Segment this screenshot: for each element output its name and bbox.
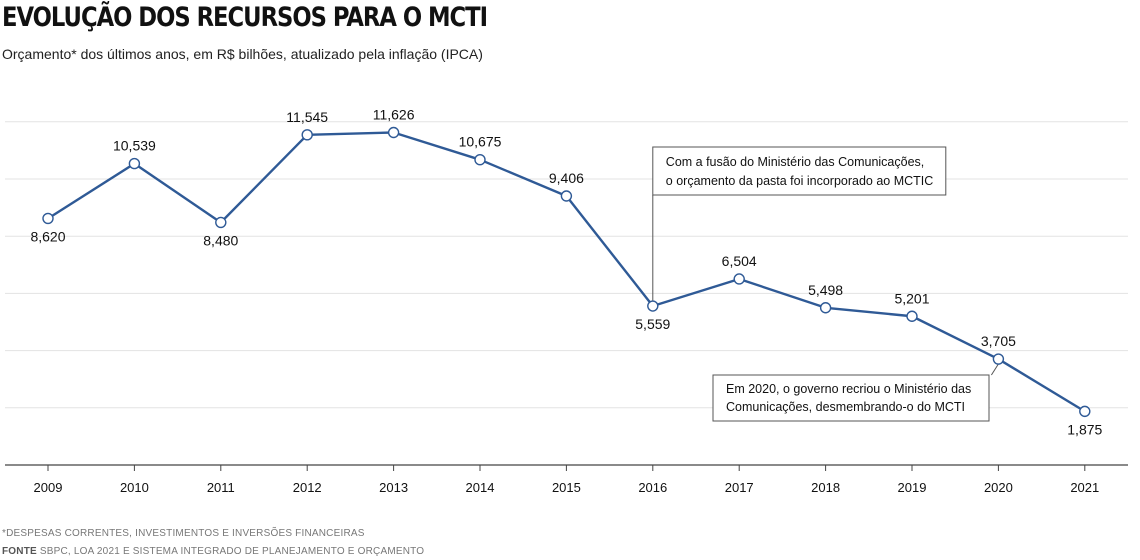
source-text: SBPC, LOA 2021 E SISTEMA INTEGRADO DE PL… — [39, 546, 425, 557]
source-line: FONTE SBPC, LOA 2021 E SISTEMA INTEGRADO … — [2, 546, 424, 557]
data-label: 10,675 — [459, 134, 502, 150]
source-label: FONTE — [2, 546, 37, 557]
x-tick-label: 2010 — [120, 480, 149, 495]
annotation-text: Em 2020, o governo recriou o Ministério … — [726, 382, 971, 396]
data-point — [301, 129, 313, 141]
data-label: 5,201 — [894, 290, 929, 306]
x-tick-label: 2012 — [293, 480, 322, 495]
annotation-leader — [990, 363, 999, 376]
data-point — [387, 126, 400, 139]
data-label: 11,626 — [373, 106, 415, 122]
x-tick-label: 2009 — [34, 480, 63, 495]
annotation-box — [712, 374, 990, 422]
x-tick-label: 2017 — [725, 480, 754, 495]
data-label: 1,875 — [1067, 421, 1102, 437]
data-point — [733, 273, 745, 285]
data-label: 3,705 — [981, 333, 1016, 349]
annotation-text: Comunicações, desmembrando-o do MCTI — [726, 400, 965, 414]
data-point — [647, 300, 659, 312]
data-point — [215, 216, 227, 229]
x-tick-label: 2018 — [811, 480, 840, 495]
data-label: 5,498 — [808, 282, 843, 298]
x-tick-label: 2014 — [466, 480, 495, 495]
footnote: *DESPESAS CORRENTES, INVESTIMENTOS E INV… — [2, 528, 365, 539]
chart-subtitle: Orçamento* dos últimos anos, em R$ bilhõ… — [2, 46, 483, 62]
chart-title: EVOLUÇÃO DOS RECURSOS PARA O MCTI — [2, 2, 488, 33]
annotation-box — [652, 146, 947, 196]
annotation-text: o orçamento da pasta foi incorporado ao … — [666, 174, 934, 188]
data-label: 9,406 — [549, 170, 584, 186]
x-tick-label: 2021 — [1070, 480, 1099, 495]
x-tick-label: 2013 — [379, 480, 408, 495]
data-label: 6,504 — [722, 253, 757, 269]
data-label: 10,539 — [113, 138, 156, 154]
x-tick-label: 2020 — [984, 480, 1013, 495]
x-tick-label: 2019 — [898, 480, 927, 495]
data-point — [992, 353, 1005, 365]
data-label: 8,620 — [30, 228, 65, 244]
data-point — [42, 212, 54, 225]
data-point — [560, 190, 573, 202]
data-point — [128, 157, 141, 170]
data-point — [819, 302, 832, 314]
x-tick-label: 2015 — [552, 480, 581, 495]
data-point — [474, 153, 486, 166]
x-tick-label: 2011 — [207, 480, 235, 495]
line-chart: 2009 2010 2011 2012 2013 2014 2015 2016 2017 2018… — [5, 106, 1128, 495]
data-point — [1079, 405, 1091, 418]
x-tick-label: 2016 — [638, 480, 667, 495]
data-label: 11,545 — [286, 109, 328, 125]
data-point — [906, 310, 918, 322]
data-label: 8,480 — [203, 232, 238, 248]
data-label: 5,559 — [635, 316, 670, 332]
annotation-text: Com a fusão do Ministério das Comunicaçõ… — [666, 155, 924, 169]
